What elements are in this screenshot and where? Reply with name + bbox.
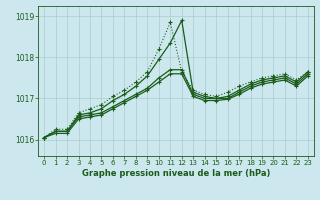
X-axis label: Graphe pression niveau de la mer (hPa): Graphe pression niveau de la mer (hPa) [82, 169, 270, 178]
